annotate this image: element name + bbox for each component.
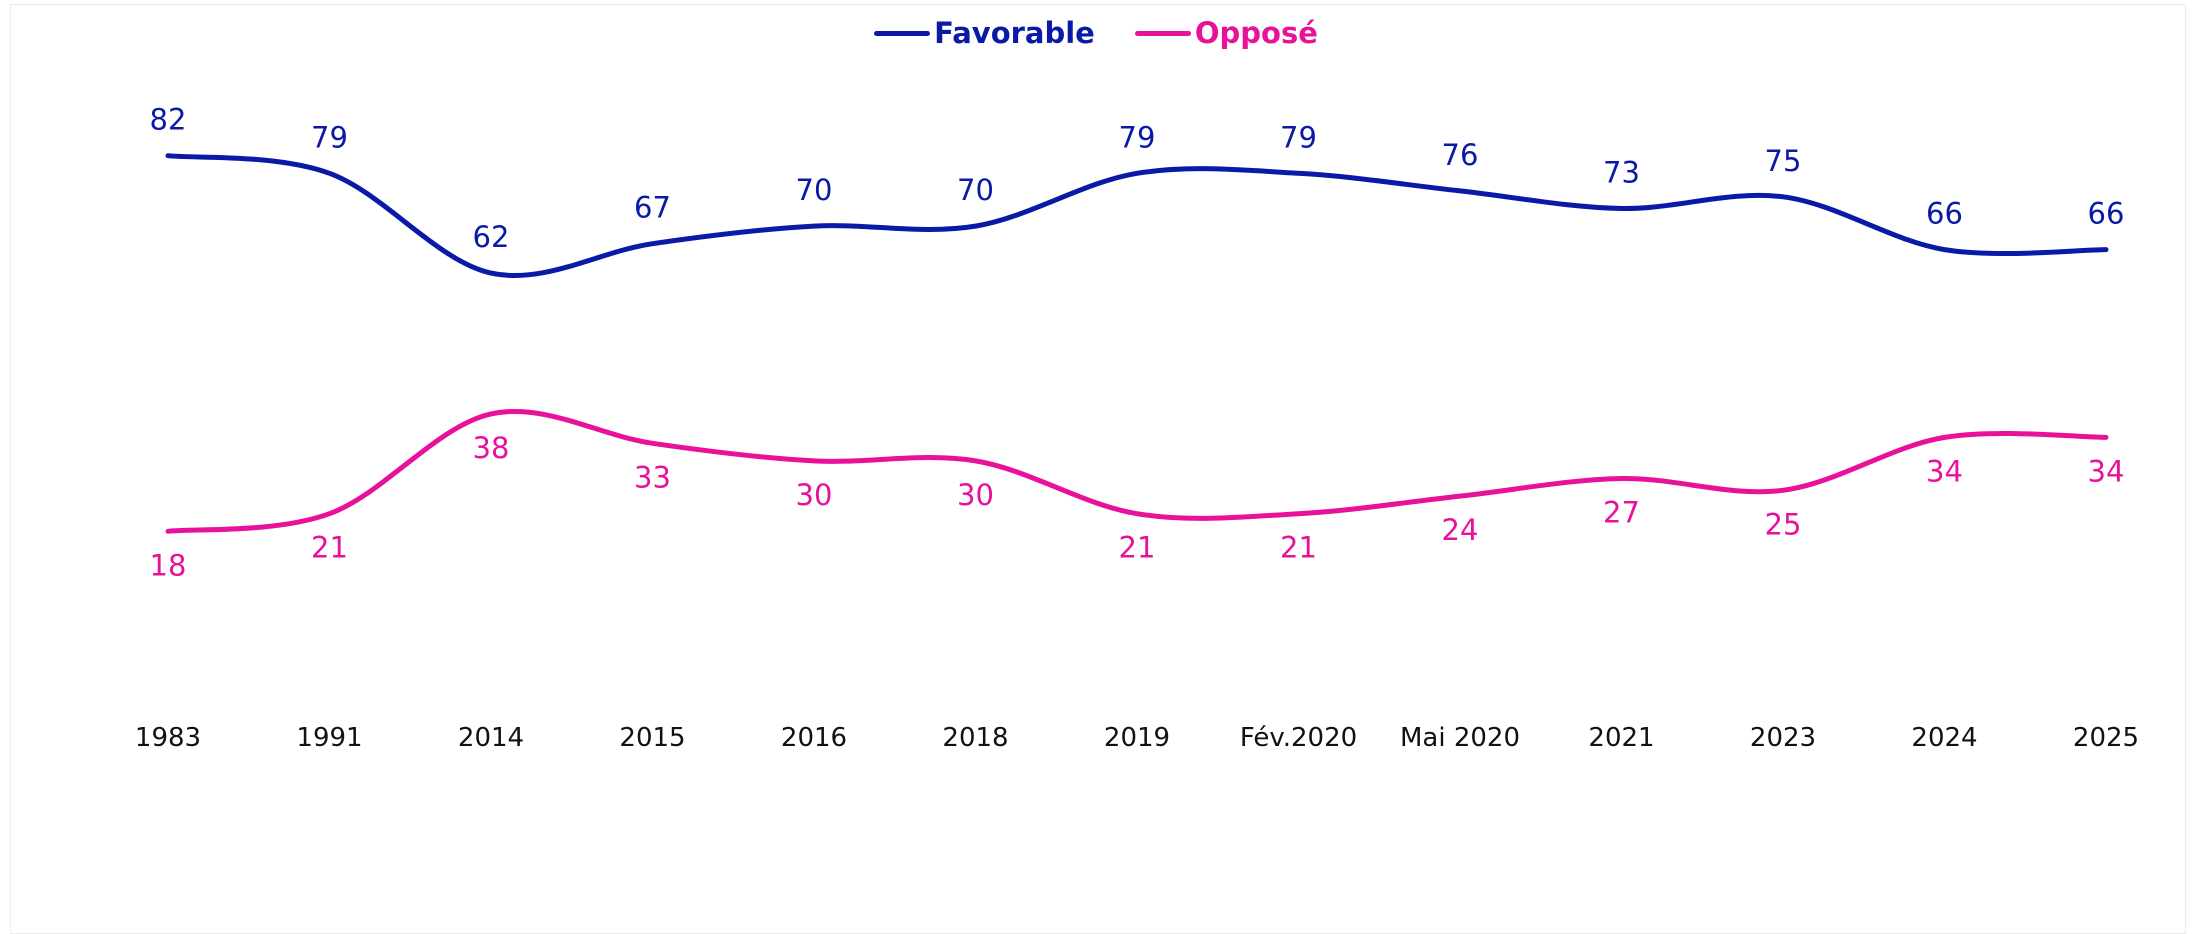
data-label-favorable: 70 <box>796 173 833 207</box>
series-line-oppose <box>165 408 2109 534</box>
data-label-favorable: 73 <box>1603 155 1640 189</box>
x-tick-label: Mai 2020 <box>1400 723 1520 753</box>
data-label-oppose: 21 <box>311 531 348 565</box>
x-tick-label: 2016 <box>781 723 847 753</box>
data-label-oppose: 18 <box>150 548 187 582</box>
data-label-favorable: 62 <box>473 220 510 254</box>
x-tick-label: Fév.2020 <box>1240 723 1357 753</box>
data-label-favorable: 79 <box>1280 120 1317 154</box>
data-label-oppose: 27 <box>1603 496 1640 530</box>
data-label-oppose: 24 <box>1442 513 1479 547</box>
data-label-oppose: 25 <box>1765 507 1802 541</box>
x-tick-label: 2023 <box>1750 723 1816 753</box>
x-tick-label: 1991 <box>296 723 362 753</box>
data-label-oppose: 33 <box>634 460 671 494</box>
x-tick-label: 2015 <box>619 723 685 753</box>
series-line-favorable <box>165 153 2109 279</box>
data-label-favorable: 67 <box>634 191 671 225</box>
legend-item-oppose: Opposé <box>1134 16 1318 50</box>
data-label-favorable: 79 <box>311 120 348 154</box>
data-label-favorable: 76 <box>1442 138 1479 172</box>
x-tick-label: 2018 <box>942 723 1008 753</box>
x-tick-label: 1983 <box>135 723 201 753</box>
x-tick-label: 2021 <box>1588 723 1654 753</box>
x-tick-label: 2025 <box>2073 723 2139 753</box>
chart-frame <box>10 4 2186 934</box>
data-label-oppose: 30 <box>957 478 994 512</box>
data-label-favorable: 66 <box>1926 197 1963 231</box>
chart-legend: Favorable Opposé <box>0 16 2192 50</box>
legend-item-favorable: Favorable <box>874 16 1095 50</box>
data-label-favorable: 79 <box>1119 120 1156 154</box>
data-label-favorable: 66 <box>2088 197 2125 231</box>
data-label-oppose: 21 <box>1280 531 1317 565</box>
legend-swatch-favorable <box>874 30 931 36</box>
x-tick-label: 2014 <box>458 723 524 753</box>
data-label-oppose: 30 <box>796 478 833 512</box>
data-label-oppose: 34 <box>2088 454 2125 488</box>
legend-label-oppose: Opposé <box>1194 16 1318 50</box>
legend-label-favorable: Favorable <box>934 16 1095 50</box>
data-label-oppose: 21 <box>1119 531 1156 565</box>
data-label-favorable: 82 <box>150 103 187 137</box>
x-tick-label: 2024 <box>1911 723 1977 753</box>
legend-swatch-oppose <box>1134 30 1191 36</box>
data-label-oppose: 34 <box>1926 454 1963 488</box>
data-label-oppose: 38 <box>473 431 510 465</box>
data-label-favorable: 70 <box>957 173 994 207</box>
x-tick-label: 2019 <box>1104 723 1170 753</box>
data-label-favorable: 75 <box>1765 144 1802 178</box>
